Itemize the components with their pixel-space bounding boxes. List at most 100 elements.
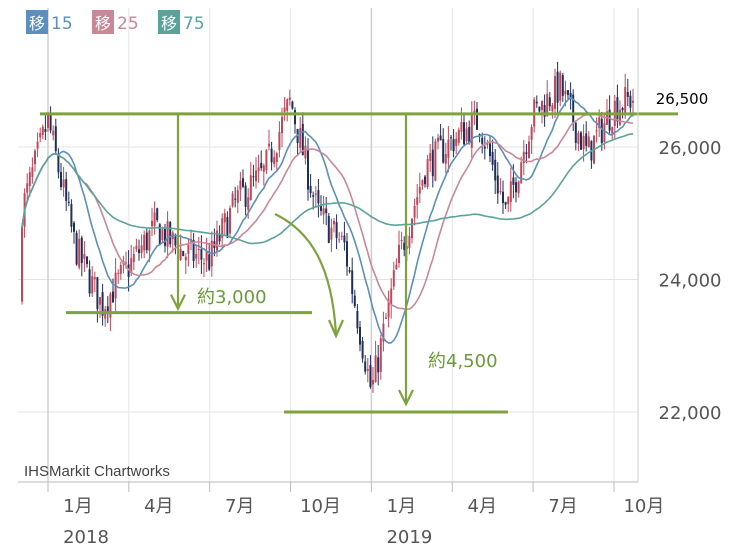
candle-body: [632, 100, 634, 103]
candle-body: [587, 136, 590, 148]
candle-body: [182, 250, 185, 257]
candle-body: [538, 106, 541, 112]
x-year-label: 2018: [63, 527, 109, 548]
candle-body: [385, 317, 387, 319]
x-tick-label: 10月: [623, 496, 664, 517]
legend-badge-text: 移: [95, 14, 111, 33]
candle-body: [286, 99, 289, 111]
candle-body: [278, 131, 281, 150]
candle-body: [174, 236, 177, 246]
candle-body: [494, 159, 497, 181]
candle-body: [624, 87, 627, 116]
candle-body: [408, 235, 411, 249]
x-tick-label: 4月: [144, 496, 173, 517]
candle-body: [499, 191, 502, 193]
candle-body: [145, 232, 148, 251]
candle-body: [530, 127, 533, 140]
ma-75-line: [21, 133, 634, 245]
candle-body: [574, 122, 577, 143]
candle-body: [96, 277, 99, 310]
candle-body: [327, 215, 330, 243]
candle-body: [143, 234, 146, 251]
candle-body: [426, 158, 429, 188]
candle-body: [616, 97, 619, 122]
legend-badge: [26, 10, 48, 34]
candle-body: [252, 176, 255, 178]
candle-body: [208, 254, 211, 270]
x-tick-label: 7月: [225, 496, 254, 517]
candle-body: [452, 139, 455, 152]
candle-body: [369, 365, 372, 387]
candle-body: [395, 264, 398, 270]
candle-body: [541, 100, 543, 110]
candle-body: [431, 149, 434, 177]
candle-body: [273, 157, 276, 165]
candle-body: [117, 272, 120, 274]
chart-legend: 移 15 移 25 移 75: [26, 10, 205, 34]
candle-body: [377, 357, 380, 373]
candle-body: [460, 121, 463, 132]
candle-body: [343, 235, 346, 243]
candle-body: [301, 123, 304, 156]
candle-body: [299, 128, 302, 148]
x-tick-label: 1月: [387, 496, 416, 517]
candle-body: [429, 153, 432, 161]
candle-body: [21, 227, 23, 302]
y-tick-label: 24,000: [659, 271, 722, 292]
candle-body: [239, 180, 242, 190]
candle-body: [561, 75, 564, 96]
candle-body: [257, 167, 260, 172]
candle-body: [463, 122, 465, 145]
candle-body: [41, 126, 44, 135]
drop-arrow-head: [398, 389, 414, 407]
candle-body: [361, 340, 364, 359]
x-tick-label: 4月: [468, 496, 497, 517]
candle-body: [351, 270, 354, 295]
candle-body: [525, 152, 528, 155]
candle-body: [86, 256, 88, 265]
candle-body: [112, 291, 114, 303]
candle-body: [216, 230, 218, 251]
candle-body: [57, 153, 60, 173]
candle-body: [223, 213, 226, 223]
candle-body: [236, 190, 239, 203]
candle-body: [135, 245, 138, 250]
candle-body: [317, 190, 320, 204]
candle-body: [65, 179, 68, 201]
drop-size-label: 約4,500: [428, 351, 498, 372]
candle-body: [260, 162, 263, 169]
candle-body: [473, 110, 476, 113]
candle-body: [444, 154, 447, 164]
legend-badge-text: 移: [161, 14, 177, 33]
candle-body: [203, 263, 205, 265]
candle-body: [465, 128, 468, 142]
candle-body: [34, 150, 36, 165]
candle-body: [268, 143, 270, 147]
candle-body: [353, 295, 356, 307]
candle-body: [153, 212, 156, 227]
candle-body: [359, 326, 361, 345]
drop-arrow-head: [170, 294, 186, 312]
candle-body: [242, 178, 244, 187]
candle-body: [195, 253, 198, 259]
candle-body: [83, 254, 86, 259]
candle-body: [54, 126, 57, 152]
candle-body: [629, 95, 632, 108]
candle-body: [400, 240, 403, 242]
candle-body: [483, 146, 486, 149]
candle-body: [364, 361, 367, 372]
candle-body: [39, 133, 42, 138]
candle-body: [179, 248, 182, 260]
candle-body: [234, 198, 237, 200]
candle-body: [507, 196, 510, 205]
candle-body: [288, 97, 291, 100]
x-tick-label: 1月: [63, 496, 92, 517]
candle-body: [109, 293, 112, 318]
candle-body: [283, 107, 286, 112]
candle-body: [338, 239, 341, 241]
candle-body: [504, 201, 507, 205]
candle-body: [447, 139, 450, 158]
candle-body: [244, 185, 247, 207]
candle-body: [390, 288, 393, 305]
candle-body: [585, 133, 588, 146]
